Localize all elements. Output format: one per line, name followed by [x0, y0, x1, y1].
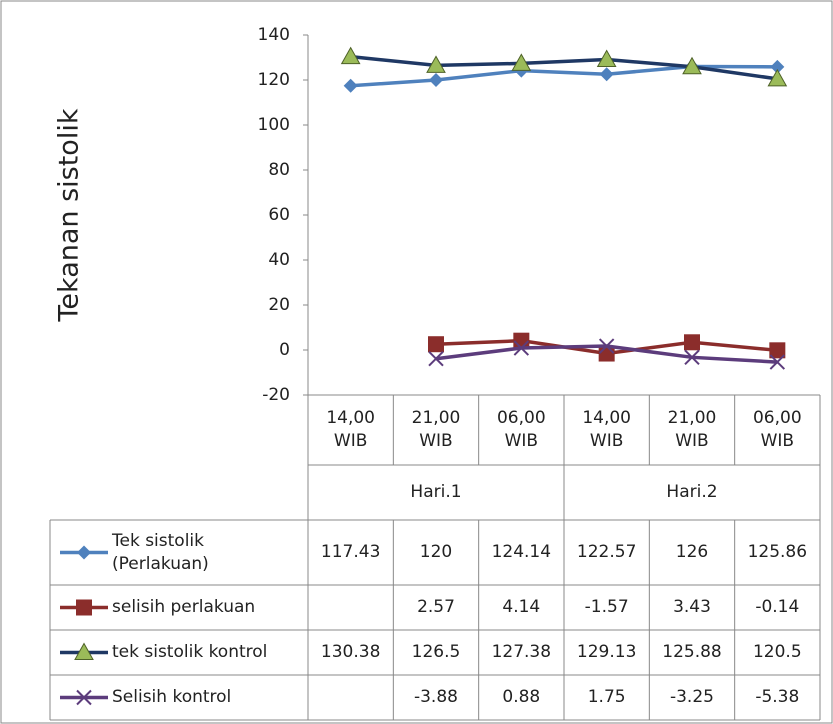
y-tick-label: 100 [258, 115, 290, 135]
group-label: Hari.2 [564, 465, 820, 520]
table-value: 120.5 [735, 630, 820, 675]
y-tick-label: 40 [268, 250, 290, 270]
table-value: 125.88 [649, 630, 734, 675]
table-value: 1.75 [564, 675, 649, 720]
legend-label: selisih perlakuan [112, 585, 304, 630]
x-tick-label: 14,00 WIB [572, 397, 641, 463]
table-value: 117.43 [308, 520, 393, 585]
legend-label: tek sistolik kontrol [112, 630, 304, 675]
marker [428, 336, 444, 352]
y-axis-label: Tekanan sistolik [54, 108, 85, 322]
table-value: 0.88 [479, 675, 564, 720]
table-value: -1.57 [564, 585, 649, 630]
x-tick-label: 14,00 WIB [316, 397, 385, 463]
legend-marker [76, 600, 92, 616]
marker [344, 79, 358, 93]
x-tick-label: 06,00 WIB [743, 397, 812, 463]
x-tick-label: 06,00 WIB [487, 397, 556, 463]
x-tick-label: 21,00 WIB [657, 397, 726, 463]
table-value: 124.14 [479, 520, 564, 585]
y-tick-label: 140 [258, 25, 290, 45]
table-value: 122.57 [564, 520, 649, 585]
table-value: -3.88 [393, 675, 478, 720]
table-value: -0.14 [735, 585, 820, 630]
legend-label: Selisih kontrol [112, 675, 304, 720]
table-value: 126 [649, 520, 734, 585]
legend-label: Tek sistolik (Perlakuan) [112, 520, 304, 585]
marker [684, 334, 700, 350]
table-value: 129.13 [564, 630, 649, 675]
y-tick-label: 20 [268, 295, 290, 315]
y-tick-label: -20 [262, 385, 290, 405]
legend-marker [77, 546, 91, 560]
marker [429, 73, 443, 87]
table-value: 2.57 [393, 585, 478, 630]
table-value: 127.38 [479, 630, 564, 675]
marker [600, 67, 614, 81]
y-tick-label: 0 [279, 340, 290, 360]
group-label: Hari.1 [308, 465, 564, 520]
y-tick-label: 120 [258, 70, 290, 90]
table-value: 126.5 [393, 630, 478, 675]
table-value: -3.25 [649, 675, 734, 720]
table-value: 4.14 [479, 585, 564, 630]
table-value: 125.86 [735, 520, 820, 585]
table-value: 3.43 [649, 585, 734, 630]
page: Tekanan sistolik -20020406080100120140 (… [0, 0, 833, 724]
x-tick-label: 21,00 WIB [401, 397, 470, 463]
y-tick-label: 60 [268, 205, 290, 225]
table-value: 120 [393, 520, 478, 585]
table-value: 130.38 [308, 630, 393, 675]
table-value: -5.38 [735, 675, 820, 720]
y-tick-label: 80 [268, 160, 290, 180]
